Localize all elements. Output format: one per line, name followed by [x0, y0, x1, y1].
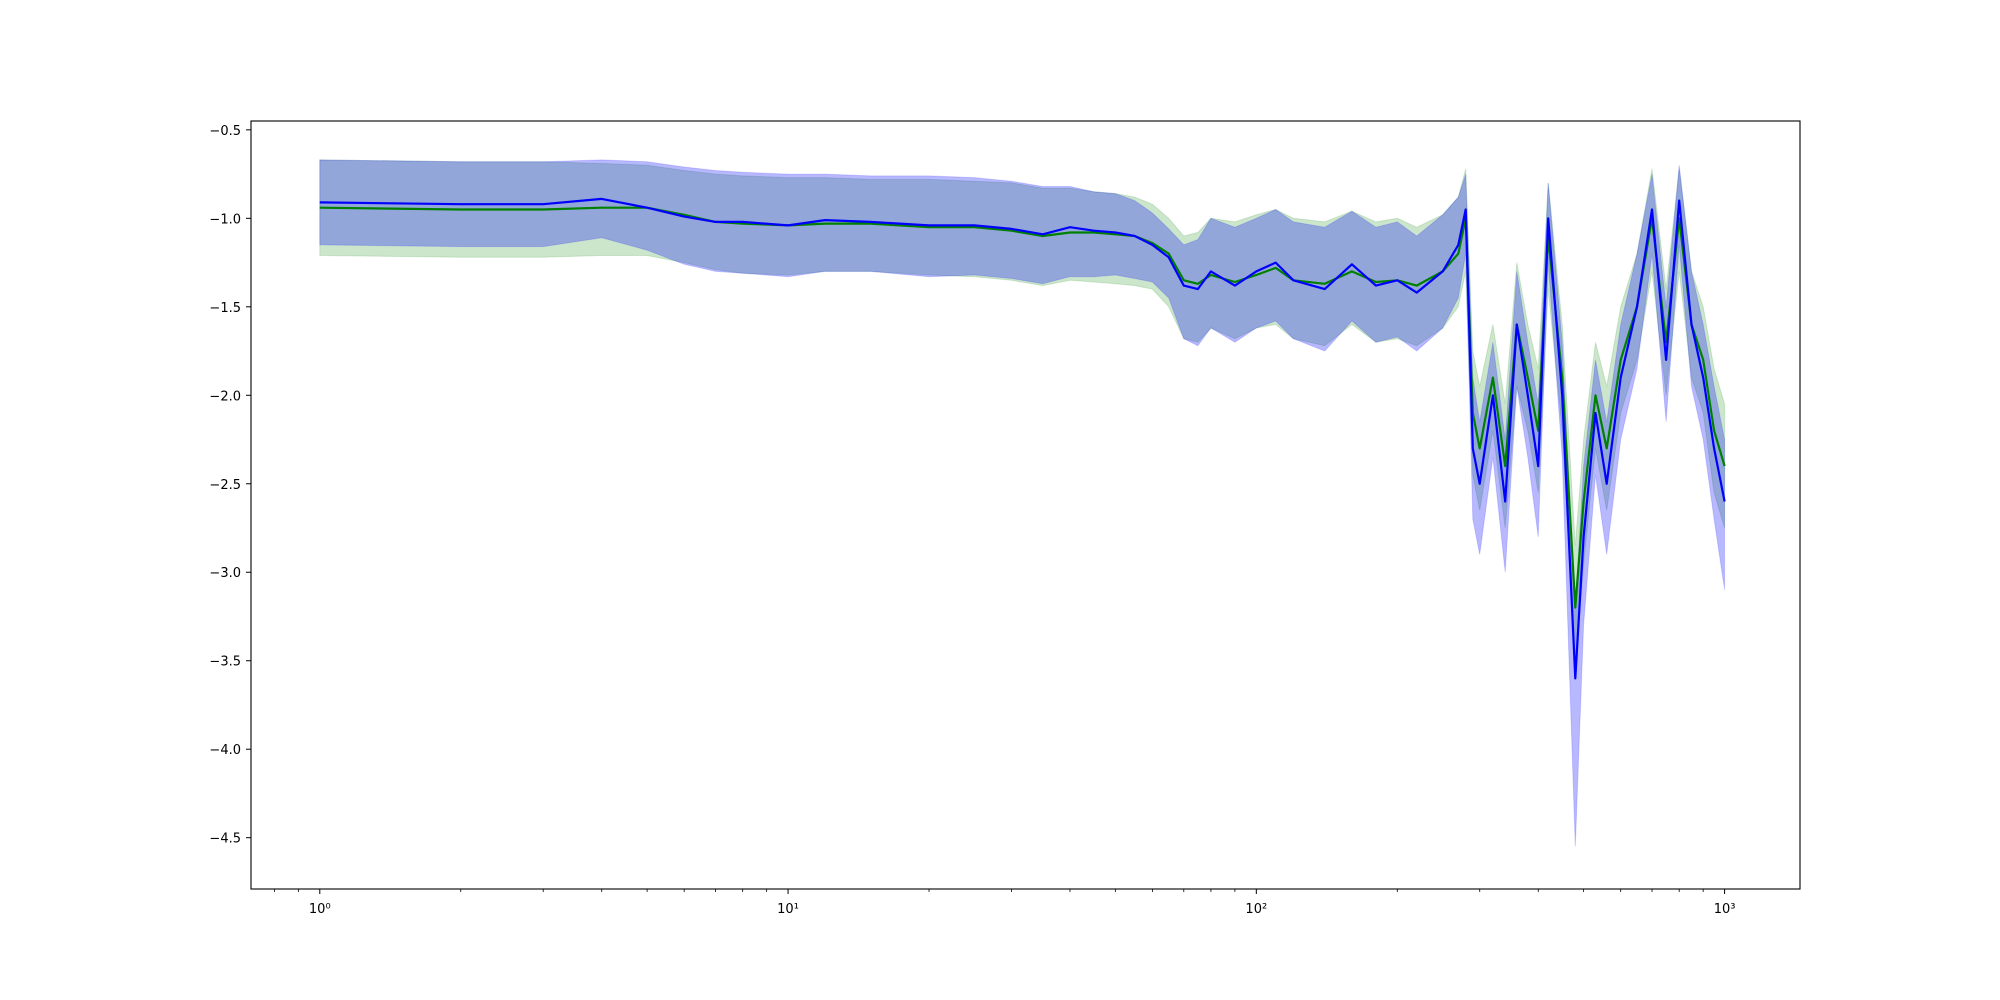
confidence-band [319, 159, 1726, 847]
x-tick-label: 10² [1245, 902, 1267, 917]
x-tick-label: 10⁰ [309, 902, 331, 917]
y-tick-label: −2.0 [209, 389, 241, 404]
series-line [319, 197, 1726, 680]
y-tick-label: −4.5 [209, 832, 241, 847]
x-tick-label: 10¹ [777, 902, 799, 917]
y-tick-label: −0.5 [209, 124, 241, 139]
y-tick-label: −1.0 [209, 212, 241, 227]
y-tick-label: −2.5 [209, 478, 241, 493]
plot-frame [250, 120, 1801, 890]
y-tick-label: −4.0 [209, 743, 241, 758]
y-tick-label: −1.5 [209, 301, 241, 316]
y-tick-label: −3.0 [209, 566, 241, 581]
confidence-band [319, 159, 1726, 670]
x-tick-label: 10³ [1714, 902, 1736, 917]
y-tick-label: −3.5 [209, 655, 241, 670]
